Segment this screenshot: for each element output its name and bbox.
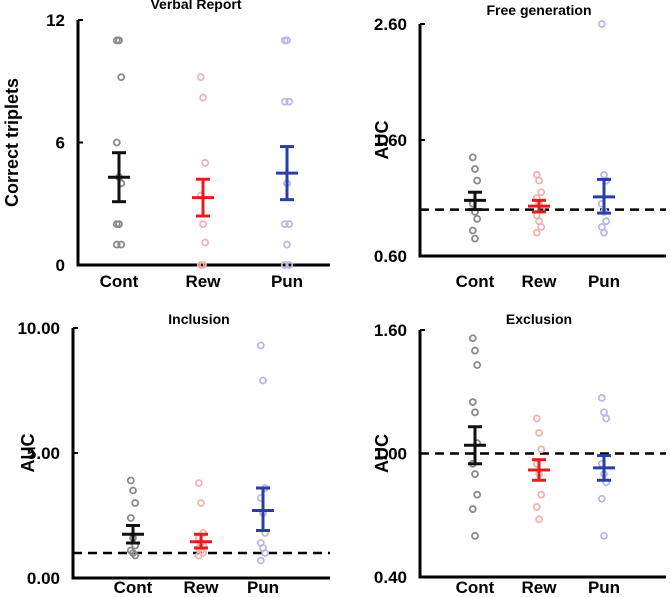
panel-title: Free generation xyxy=(486,2,591,18)
data-point xyxy=(280,261,289,269)
data-point xyxy=(194,479,203,487)
x-tick-label: Rew xyxy=(184,578,220,597)
data-point xyxy=(600,408,608,417)
data-point xyxy=(201,159,210,167)
data-point xyxy=(117,73,126,82)
data-point xyxy=(261,549,270,557)
data-point xyxy=(602,217,611,226)
data-point xyxy=(473,361,482,369)
data-point xyxy=(112,138,121,147)
data-point xyxy=(473,214,482,223)
x-tick-label: Cont xyxy=(456,578,495,597)
x-tick-label: Cont xyxy=(114,578,153,597)
data-point xyxy=(600,531,608,540)
data-point xyxy=(471,346,479,355)
data-point xyxy=(468,334,477,343)
data-point xyxy=(597,494,606,503)
data-point xyxy=(471,531,479,540)
data-point xyxy=(256,556,265,565)
x-tick-label: Rew xyxy=(522,578,558,597)
y-tick-label: 0 xyxy=(56,256,65,275)
data-point xyxy=(117,240,126,249)
y-axis-label: Correct triplets xyxy=(2,78,22,207)
data-point xyxy=(532,228,541,237)
y-tick-label: 6 xyxy=(56,134,65,153)
data-point xyxy=(535,429,543,437)
data-point xyxy=(468,398,477,406)
data-point xyxy=(196,73,205,82)
data-point xyxy=(283,240,291,249)
data-point xyxy=(201,238,210,247)
data-point xyxy=(532,414,541,423)
data-point xyxy=(285,97,294,106)
data-point xyxy=(468,505,477,513)
data-point xyxy=(199,261,207,269)
data-point xyxy=(126,476,135,485)
data-point xyxy=(199,220,207,229)
y-tick-label: 1.60 xyxy=(374,131,407,150)
data-point xyxy=(532,503,541,511)
y-tick-label: 12 xyxy=(46,11,65,30)
panel-title: Verbal Report xyxy=(150,0,241,12)
data-point xyxy=(126,514,135,522)
y-axis-label: AUC xyxy=(18,434,38,473)
data-point xyxy=(256,341,265,350)
data-point xyxy=(597,394,606,402)
data-point xyxy=(471,470,479,478)
data-point xyxy=(537,445,546,454)
y-tick-label: 0.60 xyxy=(374,247,407,266)
x-tick-label: Cont xyxy=(100,272,139,291)
data-point xyxy=(602,414,611,423)
panel-title: Exclusion xyxy=(506,311,572,327)
data-point xyxy=(537,223,546,231)
y-tick-label: 5.00 xyxy=(27,444,60,463)
x-tick-label: Pun xyxy=(271,272,303,291)
y-tick-label: 1.00 xyxy=(374,445,407,464)
data-point xyxy=(115,220,123,229)
data-point xyxy=(473,490,482,499)
y-tick-label: 0.00 xyxy=(27,569,60,588)
y-tick-label: 10.00 xyxy=(17,319,60,338)
data-point xyxy=(471,165,479,173)
data-point xyxy=(115,36,123,45)
x-tick-label: Cont xyxy=(456,272,495,291)
data-point xyxy=(473,176,482,185)
data-point xyxy=(597,20,606,28)
data-point xyxy=(535,176,543,185)
x-tick-label: Pun xyxy=(247,578,279,597)
y-axis-label: AUC xyxy=(372,434,392,473)
data-point xyxy=(112,240,121,249)
data-point xyxy=(199,93,207,102)
data-point xyxy=(535,515,543,524)
data-point xyxy=(471,234,479,243)
y-axis-label: AUC xyxy=(372,121,392,160)
data-point xyxy=(468,226,477,235)
data-point xyxy=(471,408,479,417)
data-point xyxy=(259,376,267,385)
y-tick-label: 1.60 xyxy=(374,321,407,340)
data-point xyxy=(468,153,477,162)
data-point xyxy=(197,499,205,507)
data-point xyxy=(280,220,289,229)
data-point xyxy=(129,486,137,495)
data-point xyxy=(537,188,546,197)
data-point xyxy=(285,220,294,229)
x-tick-label: Pun xyxy=(588,272,620,291)
data-point xyxy=(194,551,203,560)
data-point xyxy=(537,490,546,499)
panel-title: Inclusion xyxy=(168,311,229,327)
y-tick-label: 2.60 xyxy=(374,15,407,34)
data-point xyxy=(131,499,140,507)
data-point xyxy=(131,551,140,560)
y-tick-label: 0.40 xyxy=(374,568,407,587)
data-point xyxy=(600,228,608,237)
x-tick-label: Pun xyxy=(588,578,620,597)
data-point xyxy=(280,97,289,106)
x-tick-label: Rew xyxy=(186,272,222,291)
data-point xyxy=(285,261,294,269)
x-tick-label: Rew xyxy=(522,272,558,291)
data-point xyxy=(283,36,291,45)
